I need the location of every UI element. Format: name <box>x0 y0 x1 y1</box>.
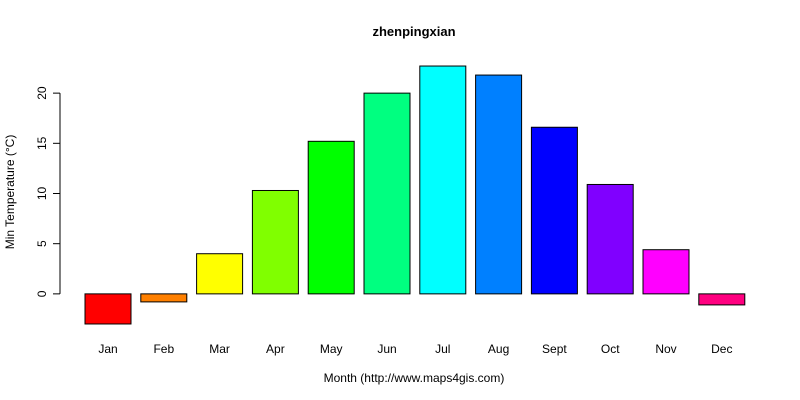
x-tick-label: Jan <box>98 342 117 356</box>
y-tick-label: 0 <box>35 290 49 297</box>
bar-jul <box>419 65 467 295</box>
x-tick-label: Dec <box>711 342 732 356</box>
y-axis-label: Min Temperature (°C) <box>3 135 17 250</box>
bar-apr <box>251 189 299 295</box>
chart-title: zhenpingxian <box>372 24 455 39</box>
x-tick-label: May <box>320 342 343 356</box>
x-tick-label: Aug <box>488 342 509 356</box>
x-tick-label: Oct <box>601 342 620 356</box>
bar-sept <box>530 126 578 295</box>
y-tick-label: 10 <box>35 187 49 201</box>
x-axis-label: Month (http://www.maps4gis.com) <box>324 371 505 385</box>
x-tick-label: Sept <box>542 342 567 356</box>
bars-group <box>84 65 746 325</box>
bar-oct <box>586 183 634 295</box>
x-tick-labels: Jan Feb Mar Apr May Jun Jul Aug Sept Oct Nov Dec <box>98 342 732 356</box>
bar-feb <box>140 293 188 303</box>
bar-dec <box>698 293 746 306</box>
y-tick-label: 15 <box>35 136 49 150</box>
bar-jan <box>84 293 132 325</box>
y-tick-label: 5 <box>35 240 49 247</box>
x-tick-label: Apr <box>266 342 285 356</box>
bar-jun <box>363 92 411 295</box>
x-tick-label: Nov <box>655 342 676 356</box>
y-axis: 0 5 10 15 20 <box>35 86 61 297</box>
bar-mar <box>196 253 244 295</box>
x-tick-label: Feb <box>153 342 174 356</box>
bar-may <box>307 140 355 295</box>
x-tick-label: Jul <box>435 342 450 356</box>
x-tick-label: Mar <box>209 342 230 356</box>
y-tick-label: 20 <box>35 86 49 100</box>
bar-aug <box>475 74 523 295</box>
x-tick-label: Jun <box>377 342 396 356</box>
bar-nov <box>642 249 690 295</box>
